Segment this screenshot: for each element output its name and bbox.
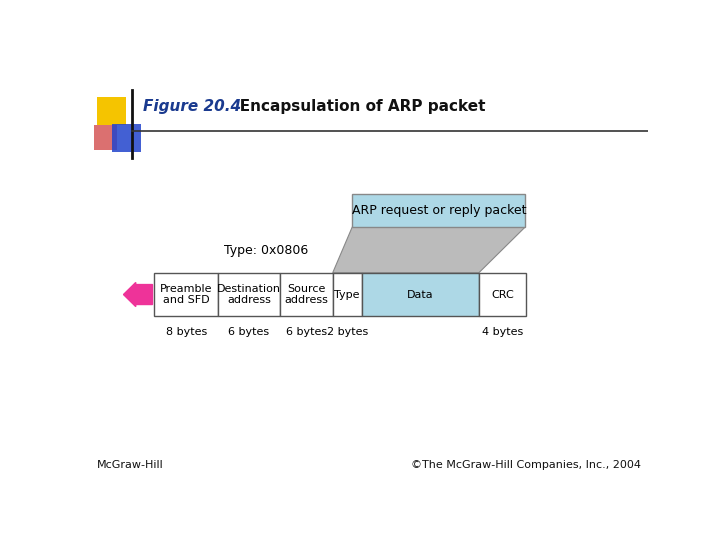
Bar [218,273,280,316]
Polygon shape [333,227,526,273]
Bar [96,97,126,125]
Text: CRC: CRC [491,289,514,300]
Bar [352,194,526,227]
Bar [280,273,333,316]
Text: ©The McGraw-Hill Companies, Inc., 2004: ©The McGraw-Hill Companies, Inc., 2004 [411,460,642,470]
Text: ARP request or reply packet: ARP request or reply packet [351,204,526,217]
Text: Preamble
and SFD: Preamble and SFD [160,284,212,305]
Text: Figure 20.4: Figure 20.4 [143,99,241,114]
Bar [333,273,361,316]
Text: 6 bytes: 6 bytes [228,327,269,337]
Text: 8 bytes: 8 bytes [166,327,207,337]
Text: Type: 0x0806: Type: 0x0806 [224,244,308,257]
Bar [112,124,141,152]
Bar [94,125,117,150]
Text: McGraw-Hill: McGraw-Hill [96,460,163,470]
Text: Destination
address: Destination address [217,284,281,305]
Text: 2 bytes: 2 bytes [327,327,368,337]
Text: Type: Type [335,289,360,300]
FancyArrow shape [124,282,153,307]
Text: 4 bytes: 4 bytes [482,327,523,337]
Bar [154,273,218,316]
Bar [361,273,479,316]
Text: 6 bytes: 6 bytes [286,327,327,337]
Text: Encapsulation of ARP packet: Encapsulation of ARP packet [224,99,485,114]
Text: Source
address: Source address [284,284,328,305]
Text: Data: Data [407,289,433,300]
Bar [479,273,526,316]
